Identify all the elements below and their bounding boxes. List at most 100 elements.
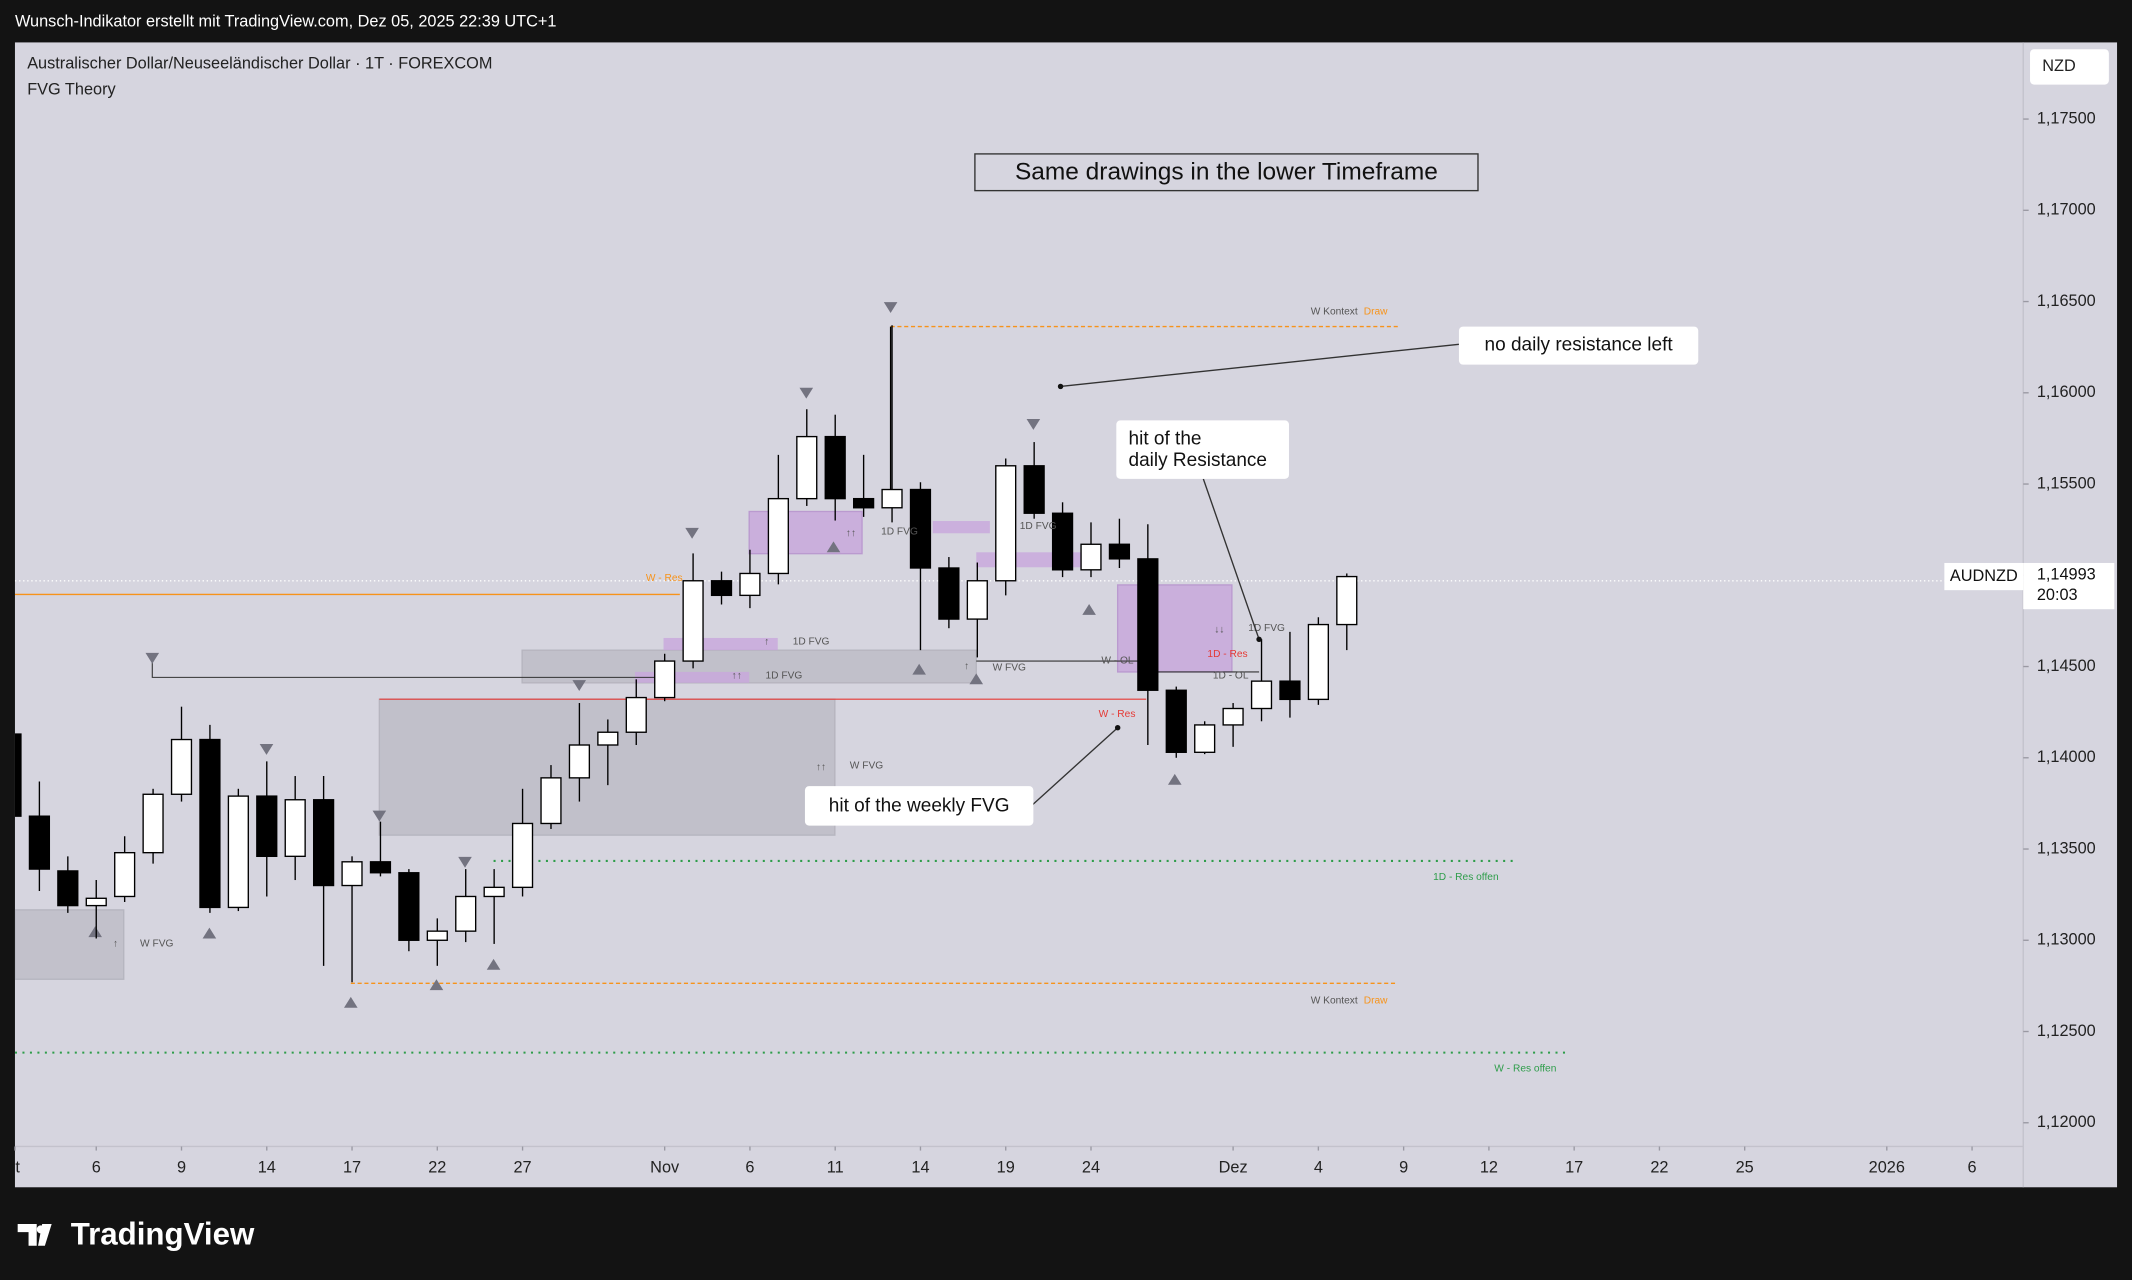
candle-body [341,861,363,887]
last-price-label: 1,14993 [2037,566,2096,584]
x-tick-label: 6 [745,1159,754,1177]
fvg-zone [932,521,990,534]
drawing-label: Draw [1364,306,1388,317]
candle-body [1336,575,1358,626]
symbol-box [1944,562,2024,591]
logo-text: TradingView [71,1216,255,1251]
candle-body [256,795,278,858]
candle-body [57,870,79,907]
axes: 1,175001,170001,165001,160001,155001,150… [14,109,2115,1177]
y-tick-label: 1,17500 [2037,109,2096,127]
fvg-zone [378,698,836,836]
candle-body [1051,512,1074,571]
y-tick-label: 1,13500 [2037,839,2096,857]
candle-body [1222,707,1244,726]
x-tick-label: Dez [1219,1159,1248,1177]
y-tick-label: 1,16500 [2037,292,2096,310]
level-line [151,661,667,678]
drawing-label: W - Res offen [1494,1064,1556,1075]
x-tick-label: 19 [997,1159,1015,1177]
candle-body [881,488,903,509]
x-tick-label: 14 [258,1159,276,1177]
x-tick-label: 11 [827,1159,844,1177]
y-tick-label: 1,13000 [2037,931,2096,949]
drawing-label: ↑↑ [816,762,826,773]
candle-body [710,580,733,597]
drawing-label: W - Res [1099,709,1136,720]
drawing-label: 1D - Res offen [1433,872,1499,883]
candle-body [995,465,1017,582]
logo: TradingView [17,1216,255,1251]
candle-body [568,744,591,779]
drawing-label: 1D FVG [881,527,918,538]
y-tick-label: 1,16000 [2037,383,2096,401]
x-tick-label: 17 [343,1159,361,1177]
chart-title: Australischer Dollar/Neuseeländischer Do… [27,54,492,72]
candle-body [1279,680,1301,701]
drawing-label: ↑ [964,661,969,672]
fvg-zone [1116,584,1233,673]
candle-body [938,567,960,620]
drawing-label: 1D FVG [766,671,803,682]
candle-body [284,799,306,858]
drawing-label: 1D FVG [1020,521,1057,532]
y-tick-label: 1,14500 [2037,657,2096,675]
candle-body [852,497,875,509]
x-tick-label: 2026 [1869,1159,1905,1177]
drawing-label: ↑↑ [732,671,742,682]
candle-body [511,822,534,889]
drawing-label: W Kontext [1311,996,1358,1007]
candle-body [426,930,448,941]
currency[interactable]: NZD [2042,57,2076,75]
candle-body [739,572,761,597]
boxed-title: Same drawings in the lower Timeframe [1015,158,1438,185]
candle-body [28,815,51,870]
candle-body [767,497,789,575]
x-tick-label: 25 [1736,1159,1754,1177]
countdown-label: 20:03 [2037,586,2078,604]
callout-box [1458,326,1699,365]
candle-body [1250,680,1273,710]
candle-body [796,435,818,500]
drawing-label: 1D - OL [1213,671,1249,682]
drawings [14,302,2024,1054]
drawing-labels: W Kontext Draw W Kontext Draw 1D FVG 1D FVG 1D… [113,306,1557,1074]
candle-body [1023,465,1045,514]
callout-text: daily Resistance [1129,450,1267,471]
fvg-zone [14,909,125,980]
callout-box [1116,420,1289,479]
candle-body [1108,543,1131,560]
candle-body [824,435,846,500]
candle-body [540,777,562,825]
candle-body [966,580,988,620]
x-tick-label: t [15,1159,20,1177]
last-price-box [2023,562,2115,610]
callout-dot [1114,724,1121,731]
y-tick-label: 1,12500 [2037,1022,2096,1040]
candle-body [14,733,22,817]
x-tick-label: 9 [1399,1159,1408,1177]
x-tick-label: 27 [513,1159,531,1177]
y-tick-label: 1,12000 [2037,1113,2096,1131]
drawing-label: ↑↑ [846,528,856,539]
drawing-label: 1D - Res [1207,649,1247,660]
candle-body [1080,543,1102,571]
drawing-label: ↑ [764,637,769,648]
callout-box [804,786,1034,826]
candle-body [312,799,335,887]
candle-body [625,696,647,733]
y-tick-label: 1,15500 [2037,474,2096,492]
chart-subtitle: FVG Theory [27,80,116,98]
callout-line [1202,478,1260,640]
fvg-zone [663,637,778,651]
candle-body [142,793,164,854]
callout-line [1031,727,1119,806]
candle-body [398,872,420,941]
candle-body [909,488,932,569]
boxed-title-frame [974,153,1479,192]
candle-body [170,738,193,795]
drawing-label: W FVG [140,939,173,950]
currency-box[interactable] [2030,49,2109,85]
drawing-label: ↓↓ [1214,624,1224,635]
